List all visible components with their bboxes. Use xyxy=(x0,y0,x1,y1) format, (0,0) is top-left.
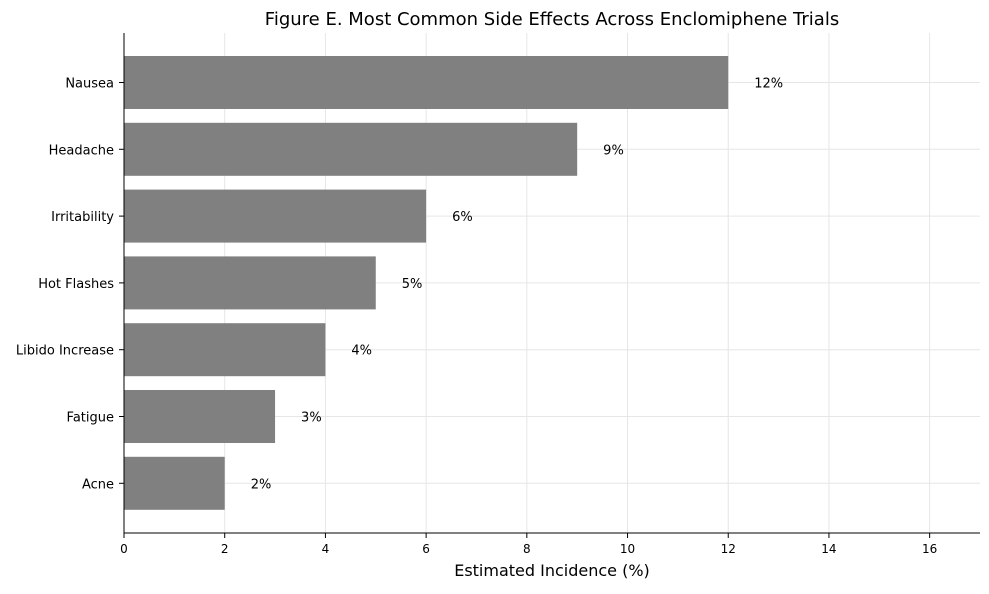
x-tick-label: 6 xyxy=(422,542,430,556)
bar xyxy=(124,189,427,243)
bar xyxy=(124,122,578,176)
y-ticks: Nausea Headache Irritability Hot Flashes Lib… xyxy=(16,77,124,492)
x-ticks: 0 2 4 6 8 10 12 14 16 xyxy=(120,533,937,556)
bar-value-label: 3% xyxy=(301,411,322,426)
chart-title: Figure E. Most Common Side Effects Acros… xyxy=(265,9,839,30)
bar-value-label: 12% xyxy=(754,77,783,92)
bar xyxy=(124,390,276,443)
y-tick-label: Irritability xyxy=(51,210,114,225)
y-tick-label: Libido Increase xyxy=(16,344,114,359)
y-tick-label: Hot Flashes xyxy=(38,277,114,292)
bar-value-label: 6% xyxy=(452,210,473,225)
bar-value-label: 5% xyxy=(402,277,423,292)
y-tick-label: Acne xyxy=(82,477,114,492)
bars xyxy=(124,56,729,510)
data-labels: 12% 9% 6% 5% 4% 3% 2% xyxy=(251,77,783,493)
bar xyxy=(124,456,225,510)
x-tick-label: 12 xyxy=(721,542,736,556)
x-tick-label: 8 xyxy=(523,542,531,556)
bar xyxy=(124,323,326,377)
x-tick-label: 4 xyxy=(322,542,330,556)
x-axis-label: Estimated Incidence (%) xyxy=(454,561,650,580)
x-tick-label: 10 xyxy=(620,542,635,556)
x-tick-label: 2 xyxy=(221,542,229,556)
x-tick-label: 16 xyxy=(922,542,937,556)
bar xyxy=(124,256,376,310)
bar-value-label: 4% xyxy=(351,344,372,359)
y-tick-label: Headache xyxy=(49,143,114,158)
bar-value-label: 9% xyxy=(603,143,624,158)
x-tick-label: 14 xyxy=(821,542,836,556)
y-tick-label: Nausea xyxy=(65,77,114,92)
y-tick-label: Fatigue xyxy=(67,411,114,426)
bar xyxy=(124,56,729,109)
x-tick-label: 0 xyxy=(120,542,128,556)
bar-value-label: 2% xyxy=(251,477,272,492)
